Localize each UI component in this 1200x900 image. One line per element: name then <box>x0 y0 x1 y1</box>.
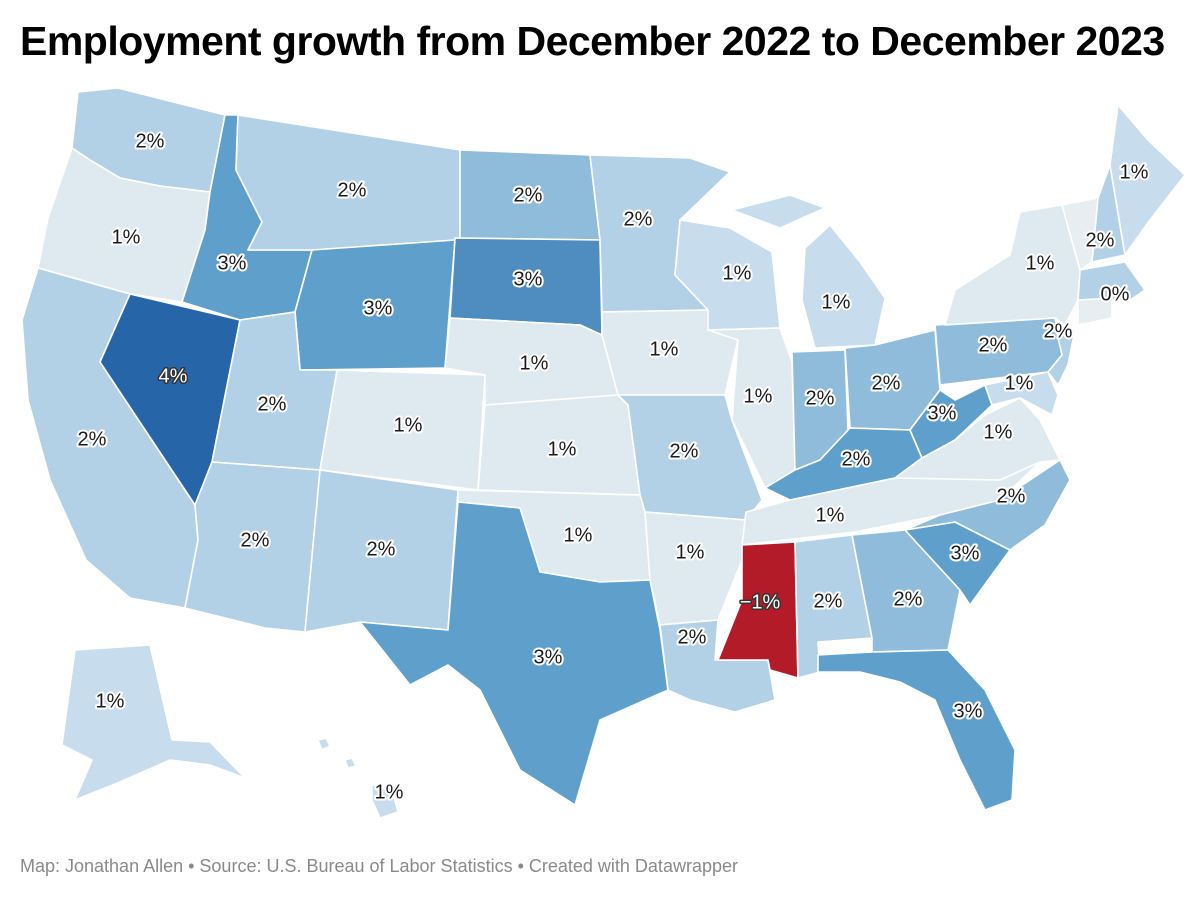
label-ny: 1% <box>1026 252 1055 274</box>
label-mi: 1% <box>822 291 851 313</box>
label-ok: 1% <box>564 524 593 546</box>
state-ct[interactable] <box>1077 297 1113 326</box>
map-footer-credits: Map: Jonathan Allen • Source: U.S. Burea… <box>20 856 738 876</box>
label-md: 1% <box>1005 372 1034 394</box>
state-la[interactable] <box>659 619 776 713</box>
label-ms: −1% <box>740 591 781 613</box>
label-nm: 2% <box>367 538 396 560</box>
label-wi: 1% <box>723 262 752 284</box>
label-nd: 2% <box>514 184 543 206</box>
label-al: 2% <box>814 590 843 612</box>
state-wy[interactable] <box>294 239 456 371</box>
state-hi[interactable] <box>317 737 399 819</box>
label-az: 2% <box>241 529 270 551</box>
state-ak[interactable] <box>61 644 246 801</box>
label-tn: 1% <box>816 504 845 526</box>
label-la: 2% <box>678 626 707 648</box>
label-sd: 3% <box>514 268 543 290</box>
label-nh: 2% <box>1086 229 1115 251</box>
label-ne: 1% <box>520 352 549 374</box>
state-ar[interactable] <box>644 511 747 626</box>
label-ky: 2% <box>842 448 871 470</box>
label-hi: 1% <box>375 781 404 803</box>
state-nc[interactable] <box>904 459 1071 551</box>
state-nj[interactable] <box>1047 324 1076 386</box>
label-pa: 2% <box>979 334 1008 356</box>
state-tx[interactable] <box>359 501 669 806</box>
label-sc: 3% <box>951 542 980 564</box>
us-choropleth-map: 2% 1% 2% 4% 3% 2% 3% 2% 2% 1% 2% 2% 3% 1… <box>21 87 1186 819</box>
label-ut: 2% <box>258 393 287 415</box>
label-ar: 1% <box>676 541 705 563</box>
label-mn: 2% <box>624 208 653 230</box>
map-title: Employment growth from December 2022 to … <box>20 18 1165 64</box>
label-in: 2% <box>806 387 835 409</box>
state-ma[interactable] <box>1077 261 1146 301</box>
label-or: 1% <box>112 226 141 248</box>
state-me[interactable] <box>1109 104 1186 256</box>
label-ca: 2% <box>78 428 107 450</box>
label-ak: 1% <box>96 690 125 712</box>
label-id: 3% <box>218 252 247 274</box>
label-co: 1% <box>394 414 423 436</box>
label-fl: 3% <box>954 700 983 722</box>
state-ny[interactable] <box>944 204 1081 326</box>
label-nj: 2% <box>1044 320 1073 342</box>
label-va: 1% <box>984 421 1013 443</box>
label-nc: 2% <box>997 485 1026 507</box>
label-il: 1% <box>744 385 773 407</box>
label-ia: 1% <box>650 338 679 360</box>
label-tx: 3% <box>534 646 563 668</box>
state-md[interactable] <box>984 371 1059 416</box>
label-ma: 0% <box>1101 283 1130 305</box>
label-wy: 3% <box>364 297 393 319</box>
label-nv: 4% <box>159 365 188 387</box>
label-mo: 2% <box>670 440 699 462</box>
label-wa: 2% <box>136 130 165 152</box>
label-me: 1% <box>1120 161 1149 183</box>
label-wv: 3% <box>928 402 957 424</box>
label-ga: 2% <box>894 588 923 610</box>
label-ks: 1% <box>548 438 577 460</box>
label-mt: 2% <box>338 179 367 201</box>
state-mi[interactable] <box>731 194 886 349</box>
label-oh: 2% <box>872 372 901 394</box>
state-fl[interactable] <box>817 649 1016 811</box>
